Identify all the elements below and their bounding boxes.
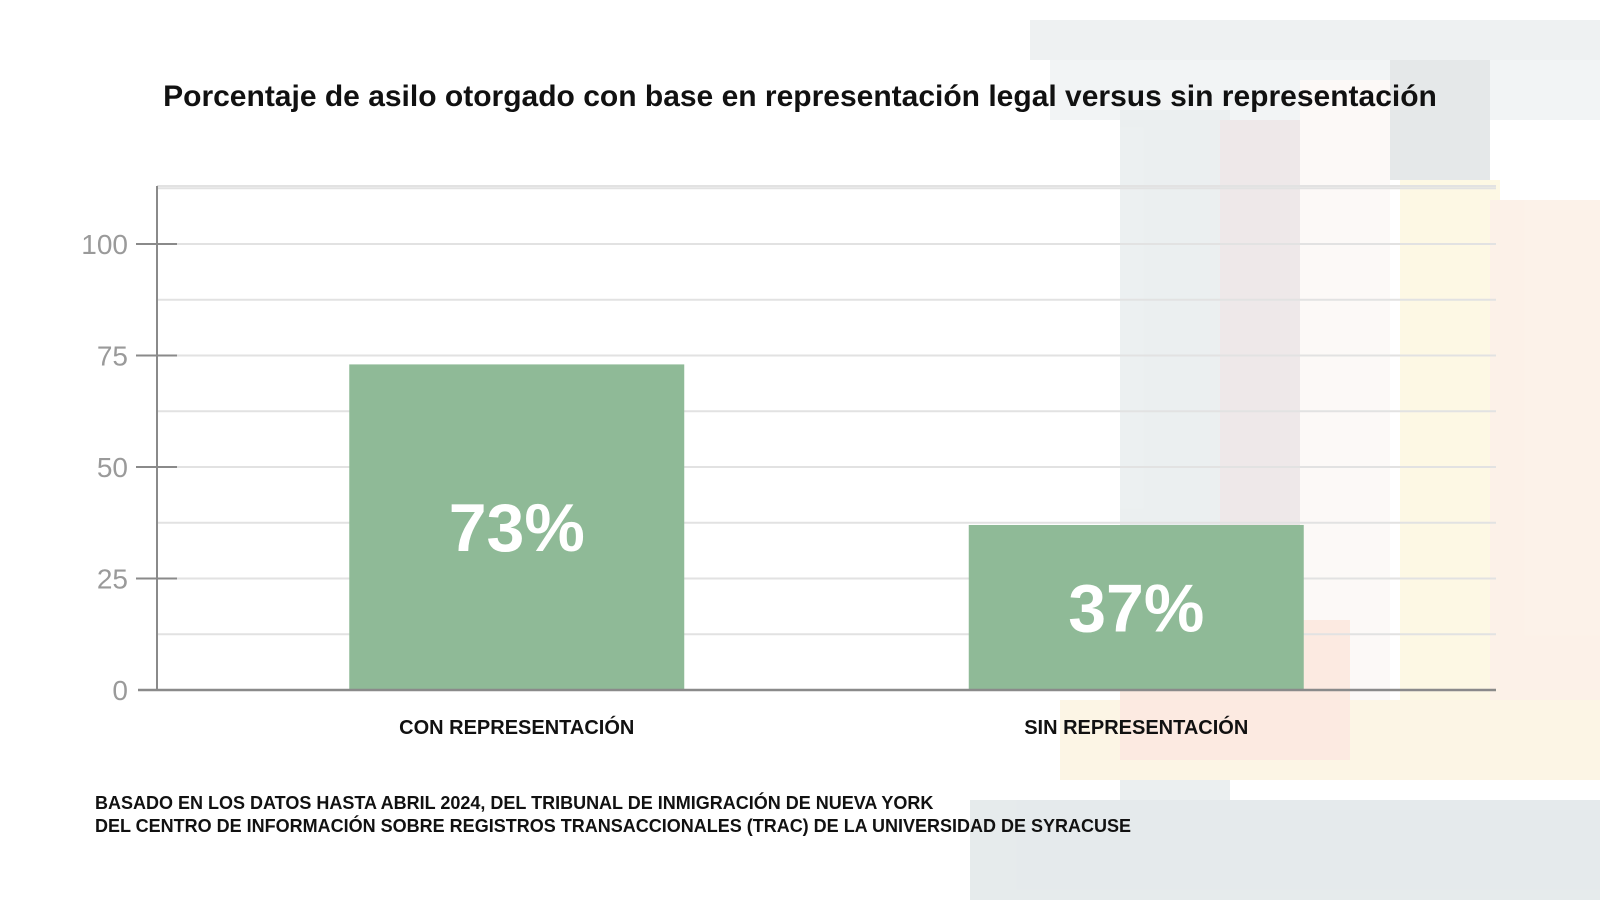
x-tick-label: SIN REPRESENTACIÓN (1024, 715, 1248, 739)
x-tick-label: CON REPRESENTACIÓN (399, 715, 634, 739)
y-tick-label: 50 (97, 452, 128, 483)
y-tick-label: 75 (97, 340, 128, 371)
bar-data-label: 73% (449, 490, 585, 566)
source-line-1: BASADO EN LOS DATOS HASTA ABRIL 2024, DE… (95, 793, 934, 813)
bars: 73% 37% (349, 364, 1304, 690)
bar (349, 364, 685, 690)
x-tick-labels: CON REPRESENTACIÓN SIN REPRESENTACIÓN (399, 715, 1248, 739)
y-tick-label: 100 (81, 229, 128, 260)
chart-title: Porcentaje de asilo otorgado con base en… (163, 80, 1437, 113)
source-line-2: DEL CENTRO DE INFORMACIÓN SOBRE REGISTRO… (95, 816, 1132, 836)
bar-data-label: 37% (1068, 570, 1204, 646)
y-ticks: 0 25 50 75 100 (81, 229, 177, 706)
bar (968, 524, 1304, 690)
source-note: BASADO EN LOS DATOS HASTA ABRIL 2024, DE… (95, 792, 1131, 838)
y-tick-label: 25 (97, 563, 128, 594)
y-tick-label: 0 (112, 675, 128, 706)
